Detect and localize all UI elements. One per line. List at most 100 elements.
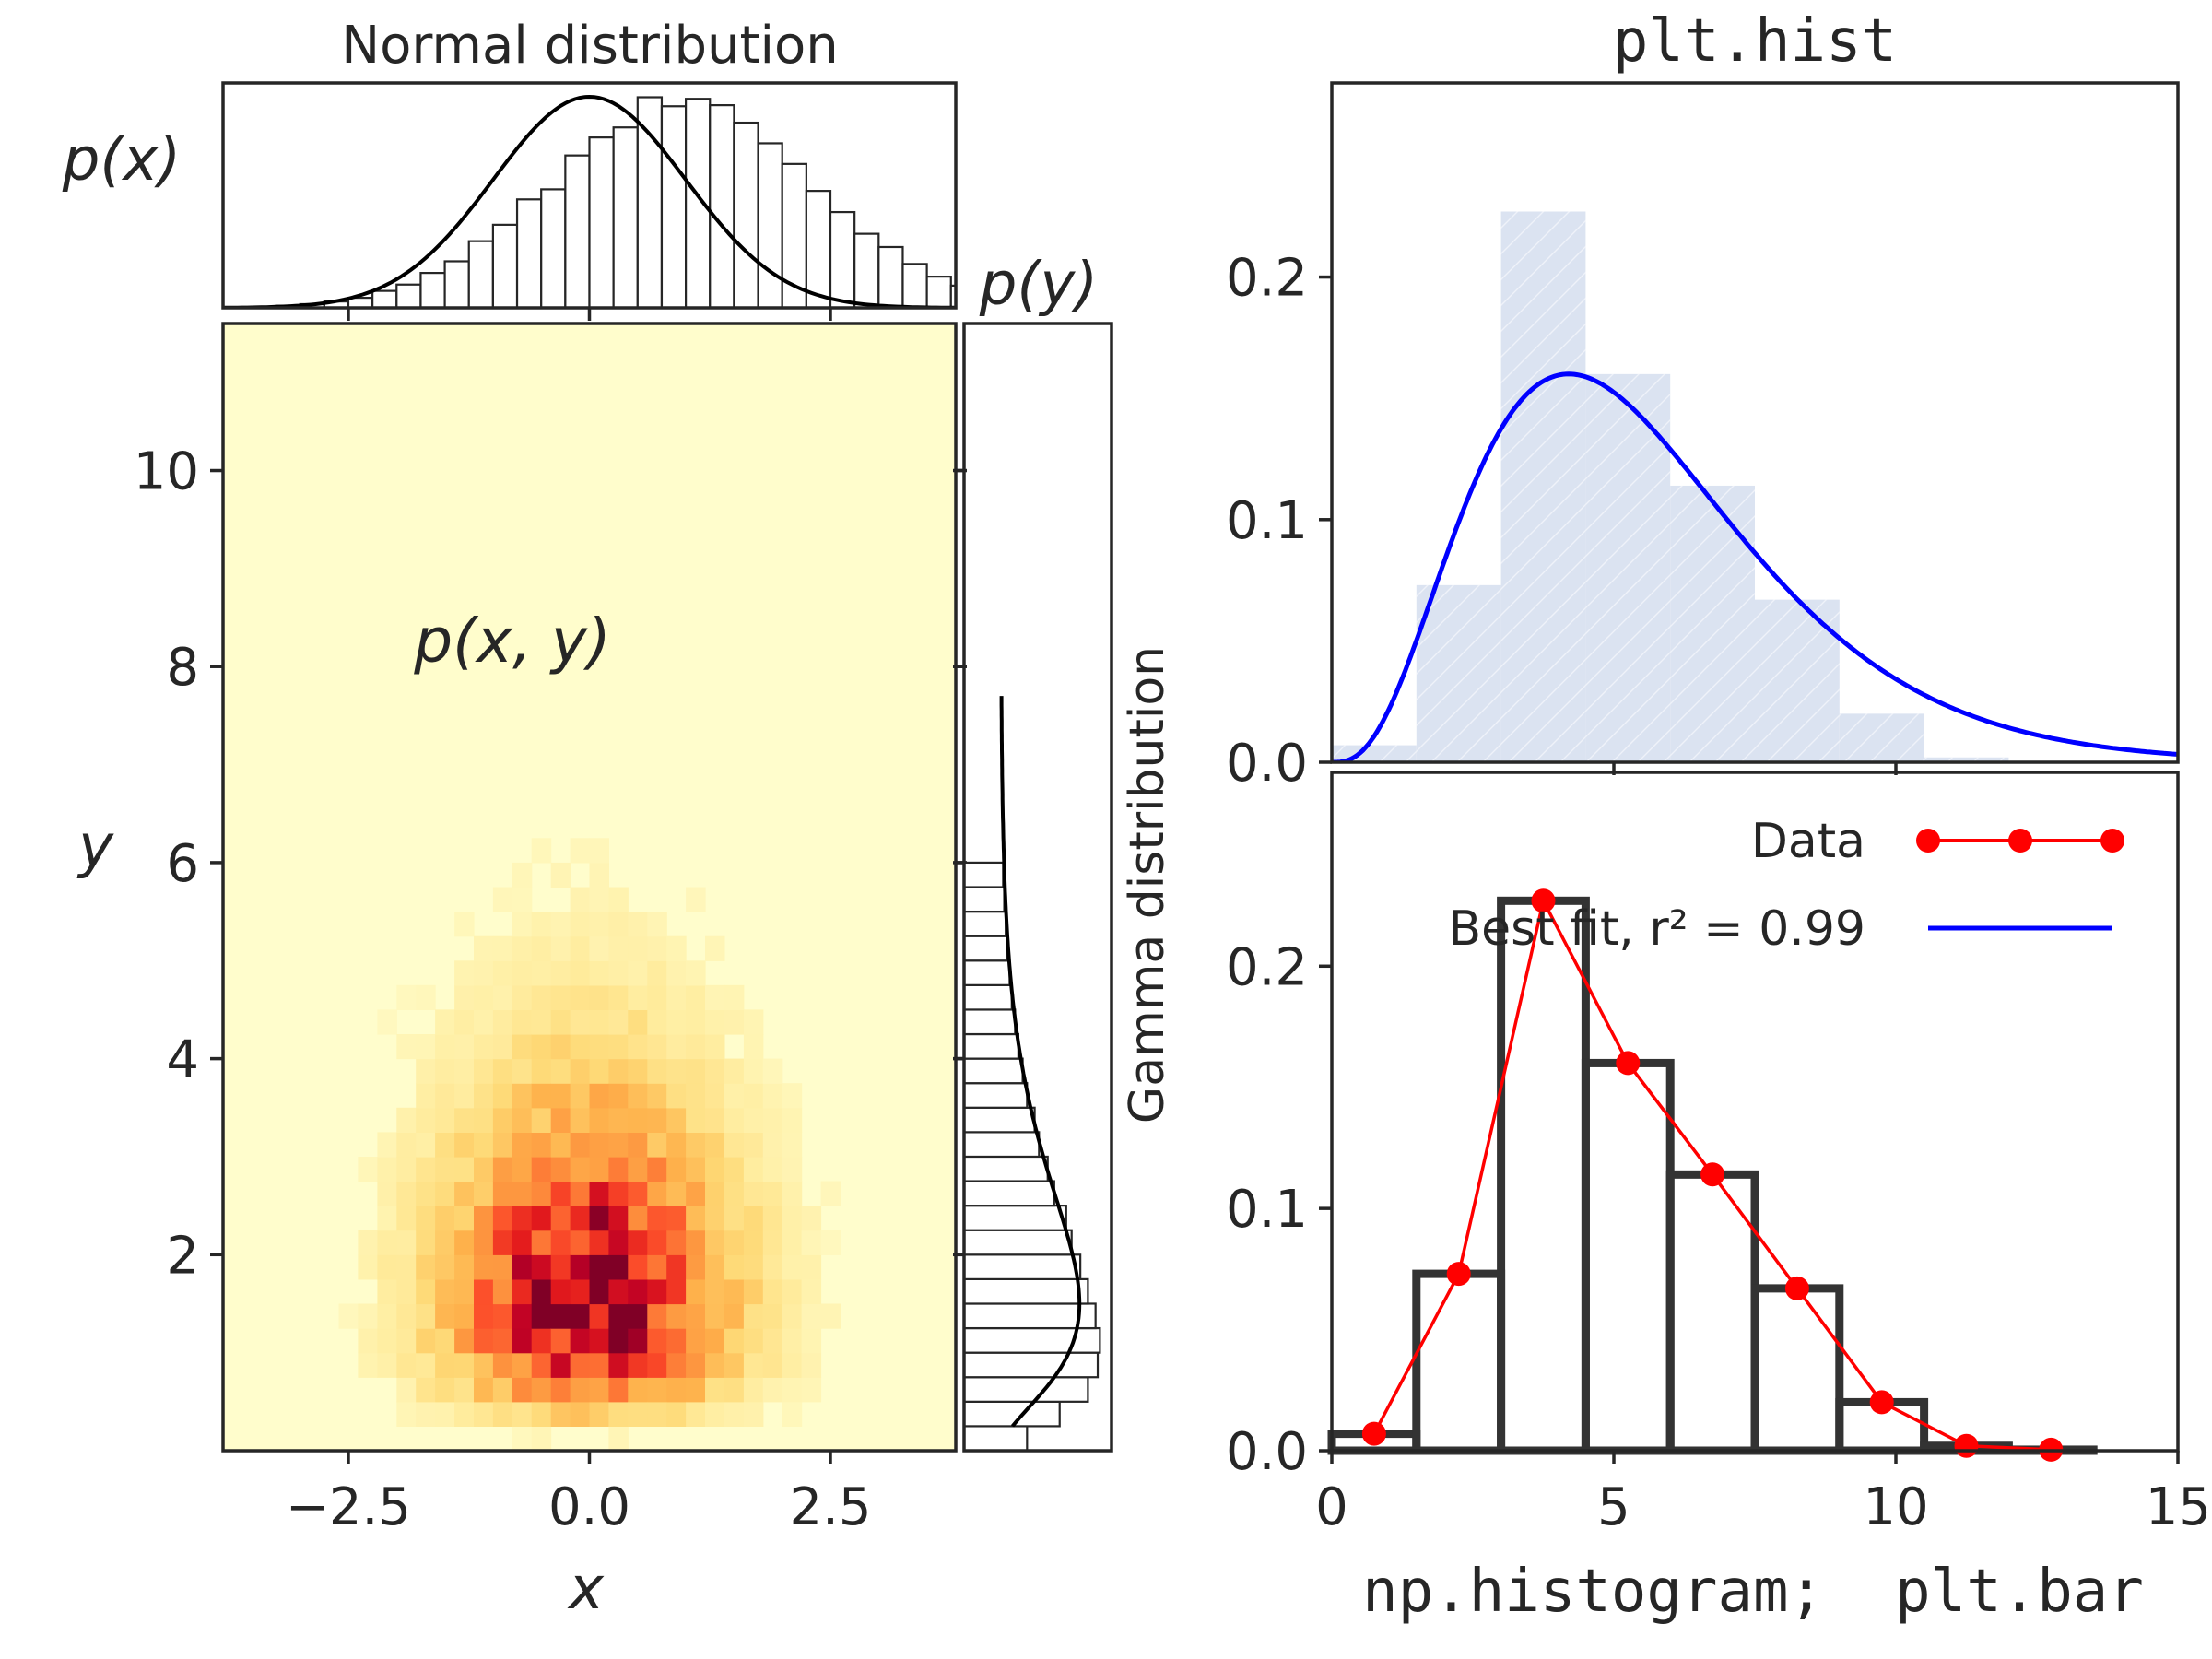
heatmap-cell bbox=[396, 1352, 417, 1378]
marginal-y-frame bbox=[962, 322, 1113, 1453]
heatmap-cell bbox=[454, 1083, 475, 1109]
heatmap-cell bbox=[608, 1377, 629, 1403]
heatmap-cell bbox=[743, 1157, 764, 1182]
heatmap-cell bbox=[550, 1009, 571, 1035]
heatmap-cell bbox=[589, 1083, 609, 1109]
heatmap-cell bbox=[782, 1303, 803, 1329]
heatmap-cell bbox=[377, 1303, 397, 1329]
heatmap-cell bbox=[724, 1278, 745, 1305]
heatmap-cell bbox=[358, 1230, 378, 1255]
heatmap-cell bbox=[589, 1132, 609, 1158]
hist-bar-hatch bbox=[1416, 584, 1501, 762]
heatmap-cell bbox=[589, 1009, 609, 1035]
heatmap-cell bbox=[435, 1254, 455, 1280]
hist-ticks: 0.0 0.1 0.2 bbox=[1226, 249, 1898, 794]
marginal-x-fit-curve bbox=[223, 94, 956, 308]
heatmap-cell bbox=[686, 1278, 706, 1305]
bar-panel: 0.0 0.1 0.2 0 5 10 15 np.histogram; plt.bar Da… bbox=[1226, 771, 2211, 1626]
heatmap-cell bbox=[492, 935, 513, 961]
heatmap-cell bbox=[550, 984, 571, 1010]
heatmap-cell bbox=[474, 1157, 494, 1182]
bar-outline bbox=[1581, 1058, 1675, 1455]
heatmap-cell bbox=[570, 1034, 591, 1060]
heatmap-cell bbox=[608, 1181, 629, 1206]
heatmap-cell bbox=[396, 1132, 417, 1158]
heatmap-cell bbox=[666, 1328, 687, 1354]
heatmap-cell bbox=[531, 1083, 552, 1109]
heatmap-cell bbox=[686, 1377, 706, 1403]
heatmap-cell bbox=[435, 1206, 455, 1231]
heatmap-cell bbox=[531, 935, 552, 961]
heatmap-cell bbox=[570, 838, 591, 864]
heatmap-cell bbox=[570, 1328, 591, 1354]
heatmap-cell bbox=[416, 1230, 436, 1255]
heatmap-cell bbox=[686, 1352, 706, 1378]
heatmap-cell bbox=[801, 1278, 822, 1305]
heatmap-cell bbox=[396, 1230, 417, 1255]
heatmap-cell bbox=[762, 1254, 783, 1280]
legend-marker-data bbox=[2008, 829, 2032, 853]
heatmap-cell bbox=[474, 960, 494, 986]
heatmap-cell bbox=[647, 1009, 667, 1035]
heatmap-cell bbox=[782, 1181, 803, 1206]
heatmap-cell bbox=[608, 1401, 629, 1427]
heatmap-cell bbox=[474, 1303, 494, 1329]
heatmap-cell bbox=[531, 1401, 552, 1427]
marginal-x-ticks bbox=[347, 308, 832, 321]
heatmap-cell bbox=[686, 1206, 706, 1231]
heatmap-cell bbox=[435, 1009, 455, 1035]
marginal-y-bar bbox=[964, 935, 1009, 962]
heatmap-cell bbox=[743, 1254, 764, 1280]
heatmap-cell bbox=[474, 1034, 494, 1060]
heatmap-cell bbox=[570, 1230, 591, 1255]
heatmap-cell bbox=[550, 935, 571, 961]
hist-bar-hatch bbox=[1670, 485, 1755, 762]
heatmap-cell bbox=[724, 1328, 745, 1354]
heatmap-cell bbox=[474, 1352, 494, 1378]
heatmap-cell bbox=[531, 1181, 552, 1206]
heatmap-cell bbox=[647, 1303, 667, 1329]
heatmap-cell bbox=[666, 1401, 687, 1427]
heatmap-cell bbox=[512, 862, 533, 888]
heatmap-cell bbox=[396, 1401, 417, 1427]
y-tick-label: 6 bbox=[166, 834, 199, 894]
heatmap-cell bbox=[666, 1107, 687, 1133]
heatmap-cell bbox=[666, 1009, 687, 1035]
heatmap-cell bbox=[550, 1034, 571, 1060]
heatmap-cell bbox=[492, 1034, 513, 1060]
marginal-y-bar bbox=[964, 1106, 1036, 1134]
hist-bars bbox=[1332, 211, 2094, 762]
heatmap-cell bbox=[454, 1328, 475, 1354]
marginal-y-bar bbox=[964, 1400, 1061, 1428]
heatmap-x-ticks: −2.5 0.0 2.5 bbox=[286, 1451, 872, 1537]
heatmap-cell bbox=[743, 1303, 764, 1329]
heatmap-cell bbox=[570, 1132, 591, 1158]
hist-bar-hatch bbox=[1585, 373, 1671, 762]
hist-bar-hatch bbox=[1839, 713, 1924, 762]
marginal-y-bar bbox=[964, 1425, 1029, 1451]
heatmap-cell bbox=[589, 935, 609, 961]
bar-ticks: 0.0 0.1 0.2 0 5 10 15 bbox=[1226, 937, 2211, 1537]
heatmap-cell bbox=[377, 1328, 397, 1354]
heatmap-cell bbox=[724, 1157, 745, 1182]
heatmap-cell bbox=[512, 1328, 533, 1354]
data-point bbox=[1954, 1433, 1979, 1458]
heatmap-cell bbox=[628, 1058, 648, 1084]
heatmap-cell bbox=[705, 1034, 725, 1060]
heatmap-cell bbox=[608, 1083, 629, 1109]
heatmap-cell bbox=[492, 1254, 513, 1280]
legend-label-data: Data bbox=[1751, 814, 1865, 869]
x-tick-label: 2.5 bbox=[789, 1477, 871, 1537]
heatmap-cell bbox=[628, 912, 648, 937]
heatmap-cell bbox=[762, 1132, 783, 1158]
y-tick-label: 8 bbox=[166, 638, 199, 698]
heatmap-cell bbox=[628, 1230, 648, 1255]
heatmap-cell bbox=[820, 1303, 841, 1329]
heatmap-cell bbox=[396, 1157, 417, 1182]
heatmap-cell bbox=[628, 1083, 648, 1109]
heatmap-cell bbox=[801, 1254, 822, 1280]
data-point bbox=[1869, 1390, 1894, 1415]
heatmap-cell bbox=[705, 1009, 725, 1035]
heatmap-cell bbox=[416, 1206, 436, 1231]
marginal-x-bar bbox=[612, 126, 639, 308]
